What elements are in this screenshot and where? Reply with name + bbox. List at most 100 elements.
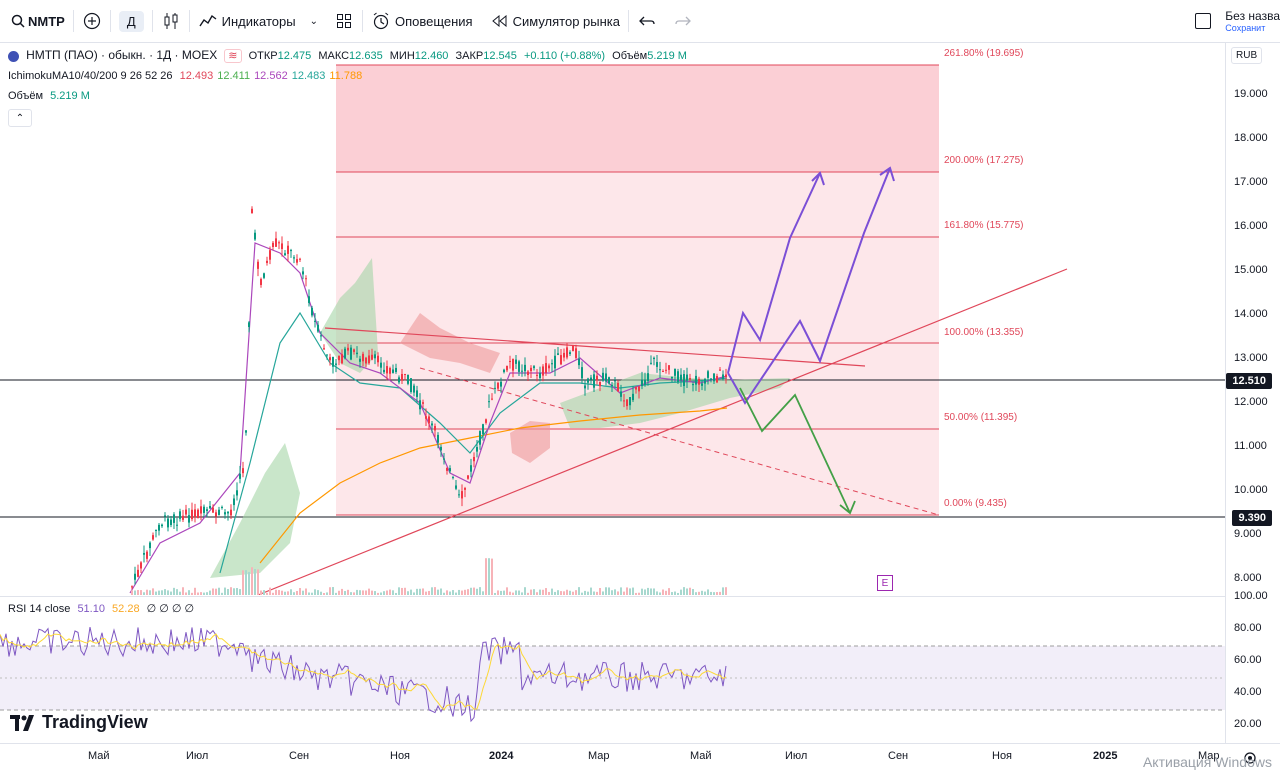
volume-bar <box>311 592 313 595</box>
tradingview-logo[interactable]: TradingView <box>10 712 148 733</box>
indicators-label: Индикаторы <box>221 13 296 29</box>
volume-bar <box>188 590 190 595</box>
chevron-up-icon: ⌃ <box>15 112 25 124</box>
volume-bar <box>191 592 193 595</box>
candle-body <box>713 373 715 382</box>
indicator-legend[interactable]: IchimokuMA10/40/200 9 26 52 26 12.493 12.… <box>8 70 370 82</box>
volume-bar <box>413 592 415 595</box>
candle-body <box>518 361 520 372</box>
candle-body <box>146 551 148 559</box>
candle-body <box>176 524 178 526</box>
volume-bar <box>644 589 646 595</box>
price-tick: 10.000 <box>1234 484 1268 496</box>
candle-body <box>662 370 664 372</box>
volume-bar <box>275 589 277 595</box>
rising-trend-line[interactable] <box>257 268 1068 596</box>
candle-body <box>428 416 430 424</box>
symbol-title[interactable]: НМТП (ПАО) · обыкн. · 1Д · MOEX <box>26 48 218 62</box>
volume-bar <box>647 587 649 595</box>
bull-path-1[interactable] <box>727 172 821 374</box>
bull-path-2[interactable] <box>727 167 891 405</box>
currency-button[interactable]: RUB <box>1231 47 1263 64</box>
ichimoku-cloud-red-2 <box>510 421 550 463</box>
timeframe-button[interactable]: Д <box>111 0 152 42</box>
symbol-label: NMTP <box>28 13 65 29</box>
rsi-pane[interactable]: RSI 14 close 51.10 52.28 ∅ ∅ ∅ ∅ <box>0 596 1225 744</box>
divider <box>109 10 111 32</box>
time-tick: Ноя <box>992 750 1013 762</box>
candle-body <box>482 424 484 435</box>
tradingview-logo-icon <box>10 714 34 731</box>
symbol-search[interactable]: NMTP <box>0 0 73 42</box>
volume-bar <box>155 591 157 595</box>
volume-legend[interactable]: Объём 5.219 M <box>8 90 94 102</box>
indicators-button[interactable]: Индикаторы ⌄ <box>190 0 326 42</box>
layout-checkbox[interactable] <box>1195 13 1212 29</box>
candle-body <box>341 354 343 364</box>
layouts-button[interactable] <box>326 0 362 42</box>
volume-bar <box>611 590 613 595</box>
volume-bar <box>491 558 493 595</box>
price-chart[interactable] <box>0 43 1225 596</box>
rsi-value: 51.10 <box>77 603 105 615</box>
candle-body <box>467 475 469 479</box>
time-tick: Май <box>690 750 712 762</box>
volume-bar <box>683 587 685 595</box>
alerts-button[interactable]: Оповещения <box>363 0 481 42</box>
volume-bar <box>239 589 241 595</box>
candle-body <box>629 397 631 406</box>
volume-bar <box>248 571 250 595</box>
time-tick: Сен <box>888 750 909 762</box>
candle-body <box>236 490 238 496</box>
candle-body <box>335 363 337 365</box>
candle-body <box>545 363 547 373</box>
earnings-marker[interactable]: E <box>877 575 893 591</box>
volume-bar <box>398 587 400 595</box>
candle-body <box>563 352 565 358</box>
candle-body <box>158 524 160 531</box>
ichimoku-name: Ichimoku <box>8 70 53 82</box>
alarm-clock-icon <box>371 11 391 31</box>
volume-bar <box>392 590 394 595</box>
chevron-down-icon[interactable]: ⌄ <box>309 15 318 27</box>
volume-bar <box>482 591 484 595</box>
settings-icon[interactable] <box>1240 748 1260 768</box>
price-tick: 19.000 <box>1234 88 1268 100</box>
save-layout[interactable]: Без назва Сохранит <box>1195 0 1280 42</box>
candle-body <box>515 359 517 364</box>
collapse-legend-button[interactable]: ⌃ <box>8 109 32 127</box>
rsi-legend[interactable]: RSI 14 close 51.10 52.28 ∅ ∅ ∅ ∅ <box>8 602 198 615</box>
volume-bar <box>593 591 595 595</box>
fib-label-1618: 161.80% (15.775) <box>944 220 1024 231</box>
compare-button[interactable] <box>74 0 110 42</box>
main-chart-pane[interactable]: НМТП (ПАО) · обыкн. · 1Д · MOEX ≋ ОТКР12… <box>0 43 1225 596</box>
volume-bar <box>212 588 214 595</box>
volume-bar <box>584 590 586 595</box>
candle-body <box>344 348 346 359</box>
volume-bar <box>698 591 700 595</box>
volume-bar <box>539 589 541 595</box>
price-axis[interactable]: 19.000 18.000 17.000 16.000 15.000 14.000 13.0… <box>1225 43 1280 743</box>
divider <box>72 10 74 32</box>
replay-button[interactable]: Симулятор рынка <box>481 0 628 42</box>
candle-body <box>347 347 349 351</box>
volume-bar <box>599 588 601 595</box>
volume-bar <box>272 592 274 595</box>
redo-button[interactable] <box>665 0 701 42</box>
candle-body <box>632 393 634 401</box>
candle-body <box>413 385 415 393</box>
candle-body <box>392 369 394 373</box>
candle-body <box>131 586 133 588</box>
undo-button[interactable] <box>629 0 665 42</box>
candle-body <box>584 385 586 389</box>
candle-body <box>230 509 232 516</box>
candle-body <box>173 514 175 523</box>
chart-type-button[interactable] <box>153 0 189 42</box>
compare-icon[interactable]: ≋ <box>224 49 242 63</box>
rsi-chart[interactable] <box>0 597 1225 744</box>
bear-path[interactable] <box>739 387 851 514</box>
time-axis[interactable]: Май Июл Сен Ноя 2024 Мар Май Июл Сен Ноя 2025 Мар <box>0 743 1280 771</box>
volume-bar <box>545 588 547 595</box>
candle-body <box>449 468 451 472</box>
candle-body <box>473 456 475 462</box>
